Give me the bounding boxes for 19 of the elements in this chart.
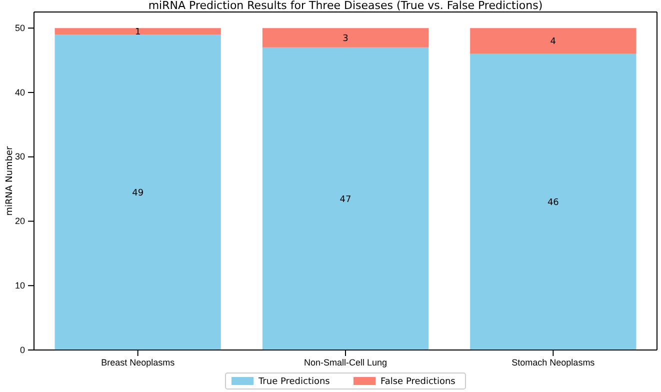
x-tick-label: Non-Small-Cell Lung (304, 357, 388, 368)
x-tick-label: Breast Neoplasms (101, 357, 176, 368)
y-tick-label: 0 (20, 344, 25, 355)
data-label: 3 (342, 34, 348, 44)
data-label: 4 (550, 37, 556, 48)
chart-title: miRNA Prediction Results for Three Diseases (True vs. False Predictions) (148, 0, 543, 12)
data-label: 49 (132, 188, 144, 198)
y-axis-title: miRNA Number (5, 146, 16, 216)
data-label: 1 (134, 27, 141, 38)
y-tick-label: 10 (14, 280, 25, 290)
data-label: 47 (340, 194, 352, 205)
y-tick-label: 40 (14, 87, 25, 98)
data-label: 46 (547, 198, 560, 208)
legend-label: True Predictions (258, 377, 330, 388)
y-tick-label: 50 (14, 22, 25, 33)
x-tick-label: Stomach Neoplasms (512, 357, 596, 368)
y-tick-label: 20 (14, 216, 25, 226)
y-tick-label: 30 (14, 152, 25, 162)
legend-label: False Predictions (380, 377, 456, 388)
